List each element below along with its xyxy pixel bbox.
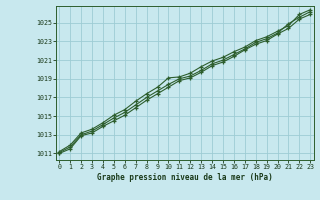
X-axis label: Graphe pression niveau de la mer (hPa): Graphe pression niveau de la mer (hPa) xyxy=(97,173,273,182)
